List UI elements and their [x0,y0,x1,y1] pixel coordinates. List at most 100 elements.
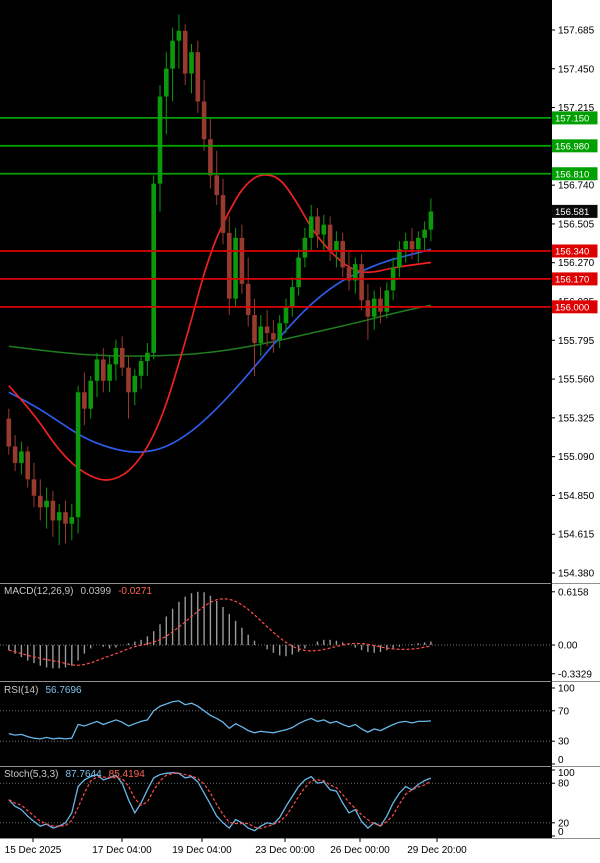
indicator-tick-label: 30 [558,737,570,748]
stoch-value-k: 87.7644 [65,769,102,780]
rsi-value: 56.7696 [45,685,82,696]
macd-panel-label: MACD(12,26,9) 0.0399 -0.0271 [4,586,152,597]
rsi-panel-label: RSI(14) 56.7696 [4,685,82,696]
candle-up [69,517,75,524]
candle-up [88,380,93,409]
support-badge-text: 156.000 [555,302,589,313]
candle-up [145,352,150,362]
candle-down [239,237,245,284]
candle-up [44,500,49,508]
candle-down [378,298,383,312]
candle-down [245,283,251,316]
candle-down [182,30,188,74]
ma-line-mid-blue [8,248,432,453]
stoch-panel-label: Stoch(5,3,3) 87.7644 85.4194 [4,769,145,780]
candle-up [107,364,112,381]
indicator-tick-label: 80 [558,779,570,790]
candle-up [56,512,62,521]
price-tick-label: 157.450 [558,64,595,75]
candle-up [233,237,238,299]
candle-up [258,326,264,343]
candle-down [315,216,320,235]
time-label: 29 Dec 20:00 [407,845,467,856]
candle-up [384,290,390,312]
candle-up [277,323,282,340]
candle-down [101,359,106,381]
candle-up [157,96,163,184]
support-badge-text: 156.170 [555,274,589,285]
candle-up [403,241,408,250]
price-axis-strip[interactable] [551,0,600,863]
support-badge-text: 156.340 [555,246,589,257]
candle-up [353,264,358,281]
candle-down [271,333,276,340]
candle-down [126,367,131,393]
resistance-badge [551,139,598,153]
indicator-tick-label: 0 [558,755,564,766]
price-tick-label: 155.560 [558,375,595,386]
candle-up [296,257,301,288]
macd-value-signal: -0.0271 [118,586,152,597]
candle-up [94,359,100,381]
candle-down [346,267,352,281]
candle-down [31,479,37,496]
macd-name: MACD(12,26,9) [4,586,74,597]
price-tick-label: 156.505 [558,219,595,230]
resistance-badge-text: 156.810 [555,169,589,180]
candle-down [119,347,125,368]
candle-down [6,418,12,447]
resistance-badge-text: 157.150 [555,113,589,124]
price-tick-label: 155.090 [558,452,595,463]
candle-up [321,224,327,235]
candle-up [164,68,169,97]
candle-down [50,500,56,521]
price-tick-label: 154.615 [558,530,595,541]
candle-down [264,326,270,334]
indicator-tick-label: 100 [558,684,575,695]
price-tick-label: 154.380 [558,569,595,580]
candle-down [220,195,226,233]
candle-up [151,183,156,353]
indicator-tick-label: -0.3329 [558,669,592,680]
candle-down [214,175,219,196]
price-tick-label: 156.740 [558,181,595,192]
indicator-tick-label: 0.6158 [558,587,589,598]
candle-down [227,232,232,299]
candle-up [290,287,295,307]
time-label: 19 Dec 04:00 [172,845,232,856]
candle-up [176,30,182,41]
stoch-k-line [8,771,432,832]
candle-up [308,216,314,238]
candle-up [138,361,144,376]
time-label: 17 Dec 04:00 [92,845,152,856]
stoch-value-d: 85.4194 [108,769,145,780]
stoch-name: Stoch(5,3,3) [4,769,59,780]
candle-down [252,315,257,343]
indicator-tick-label: 100 [558,768,575,779]
candle-down [82,392,87,409]
macd-signal-line [8,598,432,666]
current-price-badge-text: 156.581 [555,207,589,218]
ma-line-slow-green [8,304,432,357]
indicator-tick-label: 20 [558,818,570,829]
candle-down [340,241,345,268]
candle-down [25,451,30,480]
price-tick-label: 156.270 [558,258,595,269]
price-tick-label: 155.325 [558,413,595,424]
time-axis-strip[interactable] [0,838,600,863]
stoch-d-line [8,772,432,829]
candle-up [113,347,119,365]
price-tick-label: 154.850 [558,491,595,502]
candle-up [397,249,402,268]
time-label: 26 Dec 00:00 [330,845,390,856]
rsi-line [8,700,431,740]
price-tick-label: 155.795 [558,336,595,347]
candle-up [19,451,24,463]
macd-value-main: 0.0399 [80,586,112,597]
candle-up [334,241,339,251]
resistance-badge [551,111,598,125]
candle-down [208,139,213,176]
candle-up [302,237,308,258]
